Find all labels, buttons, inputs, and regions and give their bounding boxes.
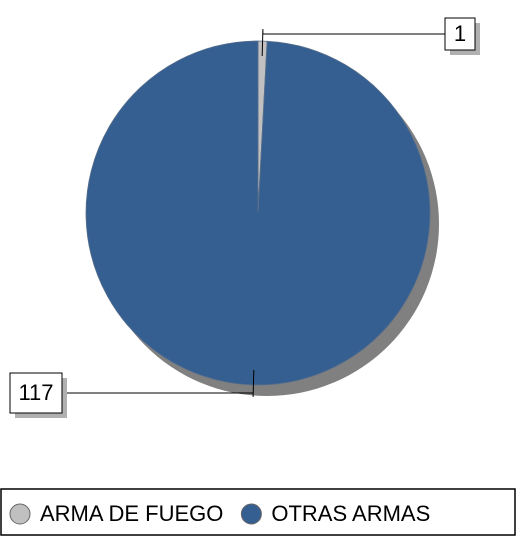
leader-line xyxy=(261,29,445,57)
legend-label: OTRAS ARMAS xyxy=(271,501,430,526)
legend-marker xyxy=(9,503,31,525)
label-box xyxy=(444,17,476,51)
leader-line xyxy=(62,369,255,397)
label-box xyxy=(9,372,63,414)
pie-slice xyxy=(85,40,431,386)
legend-marker xyxy=(240,503,262,525)
data-label: 117 xyxy=(18,380,53,405)
data-label: 1 xyxy=(454,21,466,46)
legend-label: ARMA DE FUEGO xyxy=(40,501,223,526)
